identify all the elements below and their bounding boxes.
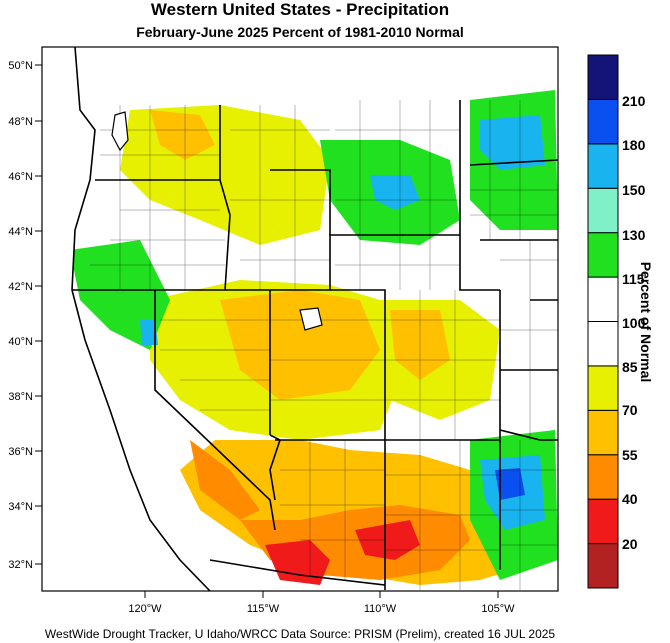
border-nv-az [269, 434, 281, 501]
footer-credit: WestWide Drought Tracker, U Idaho/WRCC D… [44, 627, 556, 641]
lat-label: 42°N [8, 281, 33, 293]
border-ca-nv [154, 290, 276, 531]
region-wa-dry [150, 110, 215, 160]
legend-tick-label: 130 [622, 227, 646, 243]
legend-swatch [587, 365, 619, 411]
longitude-axis: 120°W 115°W 110°W 105°W [128, 591, 515, 615]
lon-label: 110°W [364, 603, 397, 615]
legend-swatch [587, 543, 619, 589]
legend-swatch [587, 54, 619, 100]
region-mojave [190, 440, 260, 520]
puget-sound [111, 111, 129, 152]
lat-label: 34°N [8, 501, 33, 513]
region-north-dakota-very-wet [480, 115, 545, 170]
legend-tick-label: 55 [622, 447, 638, 463]
pacific-ocean [42, 47, 210, 591]
legend-tick-label: 100 [622, 315, 646, 331]
legend-tick-label: 85 [622, 359, 638, 375]
region-sierra-very-wet [140, 320, 158, 345]
border-mexico [209, 559, 386, 586]
map-frame [41, 46, 559, 592]
map-title: Western United States - Precipitation [150, 0, 450, 19]
legend-tick-label: 150 [622, 182, 646, 198]
legend-tick-label: 40 [622, 491, 638, 507]
legend-swatch [587, 98, 619, 145]
legend-tick-label: 70 [622, 402, 638, 418]
legend-tick-label: 20 [622, 536, 638, 552]
lat-label: 40°N [8, 336, 33, 348]
map-subtitle: February-June 2025 Percent of 1981-2010 … [136, 24, 464, 40]
lat-label: 38°N [8, 391, 33, 403]
legend-swatch [587, 232, 619, 278]
pacific-coastline [71, 47, 211, 591]
lon-label: 120°W [128, 603, 162, 615]
border-ok-tx [499, 429, 558, 441]
legend-tick-label: 210 [622, 93, 646, 109]
border-id-west [219, 105, 231, 291]
legend-tick-label: 115 [622, 271, 645, 287]
latitude-axis: 50°N 48°N 46°N 44°N 42°N 40°N 38°N 36°N … [8, 60, 42, 571]
legend-swatch [587, 321, 619, 367]
border-mt-nd [459, 100, 500, 291]
lon-label: 105°W [481, 603, 515, 615]
lat-label: 44°N [8, 226, 33, 238]
county-borders [90, 100, 558, 590]
region-texas-extreme-wet [495, 468, 525, 500]
legend-swatch [587, 498, 619, 545]
legend-tick-labels: 20 40 55 70 85 100 115 130 150 180 210 [622, 93, 646, 552]
legend-swatch [587, 143, 619, 189]
legend-swatch [587, 409, 619, 456]
lat-label: 32°N [8, 559, 33, 571]
legend-tick-label: 180 [622, 137, 646, 153]
legend-swatch [587, 187, 619, 234]
legend-swatch [587, 454, 619, 500]
great-salt-lake [299, 307, 323, 331]
border-mt-wy [270, 169, 331, 235]
legend-title: Percent of Normal [638, 261, 654, 383]
lon-label: 115°W [247, 603, 280, 615]
border-ut-co [330, 289, 386, 440]
lat-label: 46°N [8, 171, 33, 183]
lat-label: 48°N [8, 116, 33, 128]
legend-swatch [587, 276, 619, 323]
border-nd-sd [469, 159, 558, 166]
region-utah-nevada-dry [220, 290, 380, 400]
region-montana-very-wet [370, 175, 420, 210]
region-extreme-dry-sw-arizona [265, 540, 330, 585]
lat-label: 36°N [8, 446, 33, 458]
lat-label: 50°N [8, 60, 33, 72]
legend-colorbar [587, 54, 619, 589]
precip-field [42, 47, 558, 591]
